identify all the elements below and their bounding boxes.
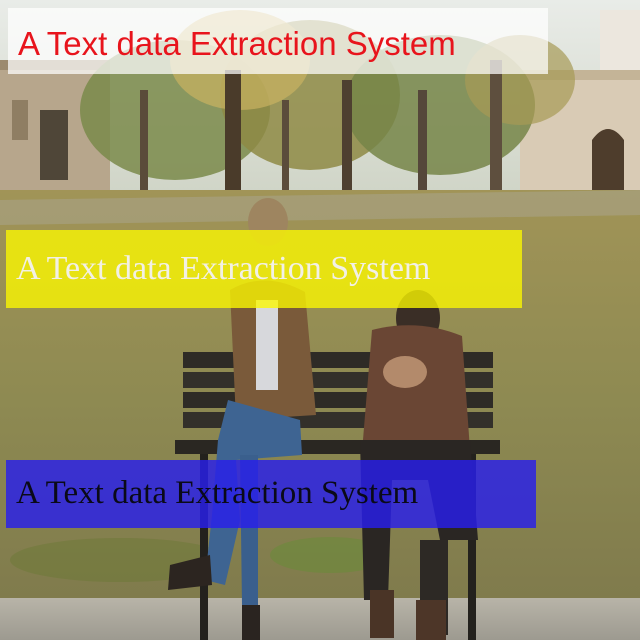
bottom-banner-text: A Text data Extraction System: [16, 475, 419, 511]
top-banner-text: A Text data Extraction System: [18, 25, 456, 62]
middle-text-banner: A Text data Extraction System: [6, 230, 522, 308]
top-text-banner: A Text data Extraction System: [8, 8, 548, 74]
middle-banner-text: A Text data Extraction System: [16, 250, 431, 287]
distant-path: [0, 190, 640, 225]
bottom-text-banner: A Text data Extraction System: [6, 460, 536, 528]
paved-path: [0, 598, 640, 640]
